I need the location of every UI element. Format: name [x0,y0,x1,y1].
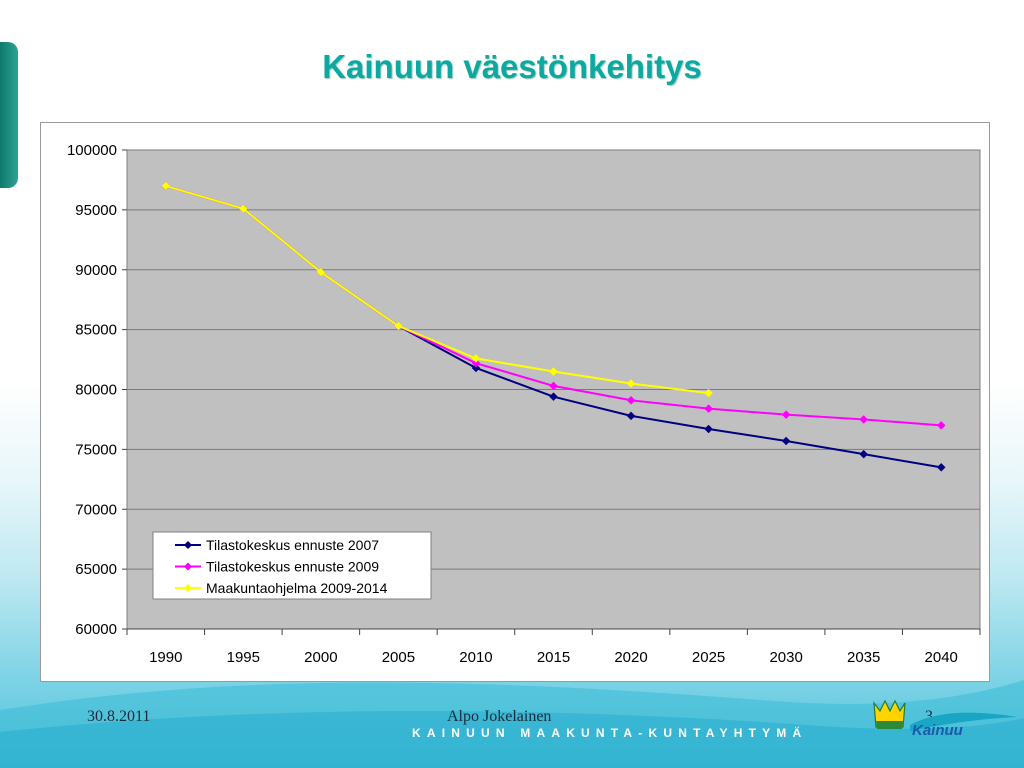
series-line-3 [165,184,709,395]
y-tick-label: 95000 [75,202,117,219]
left-accent-bar [0,42,18,188]
footer-author: Alpo Jokelainen [447,708,552,725]
data-point [471,358,481,368]
x-tick-label: 2025 [692,649,725,666]
data-point [936,421,946,430]
legend-label: Tilastokeskus ennuste 2009 [206,559,379,575]
y-tick-label: 85000 [75,322,117,339]
data-point [626,411,636,421]
x-tick-label: 2035 [847,649,880,666]
y-tick-label: 90000 [75,262,117,279]
x-tick-label: 2030 [769,649,802,666]
legend-label: Tilastokeskus ennuste 2007 [206,537,379,553]
data-point [471,363,481,373]
data-point [704,388,713,398]
kainuu-logo [873,699,1018,731]
data-point [394,321,403,331]
data-point [781,436,791,446]
data-point [316,267,326,277]
page-number: 3 [925,708,933,725]
data-point [936,462,946,472]
legend-marker [184,562,192,571]
data-point [549,392,558,402]
x-tick-label: 2000 [304,649,337,666]
data-point [549,381,558,391]
y-tick-label: 80000 [75,382,117,399]
data-point [471,354,481,363]
x-tick-label: 2005 [382,649,415,666]
slide-title: Kainuun väestönkehitys [322,48,702,85]
y-tick-label: 70000 [75,501,117,518]
data-point [704,424,713,434]
brand-strip: KAINUUN MAAKUNTA-KUNTAYHTYMÄ [412,726,808,740]
data-point [704,404,713,414]
x-tick-label: 1990 [149,649,182,666]
x-tick-label: 2010 [459,649,492,666]
y-tick-label: 100000 [67,142,117,159]
data-point [859,415,869,424]
data-point [238,204,248,214]
logo-text: Kainuu [912,722,963,739]
population-line-chart: 60000 65000 70000 75000 80000 85000 90000 95000… [67,142,981,666]
legend-label: Maakuntaohjelma 2009-2014 [206,580,388,596]
data-point [626,395,636,405]
x-tick-label: 2015 [537,649,570,666]
data-point [781,410,791,420]
x-tick-label: 2040 [925,649,958,666]
legend-marker [184,541,192,549]
footer-swoosh [0,680,1024,768]
y-tick-label: 65000 [75,561,117,578]
legend-marker [184,584,192,592]
data-point [859,449,869,459]
chart-frame: 60000 65000 70000 75000 80000 85000 90000 95000… [40,122,990,682]
x-tick-label: 2020 [614,649,647,666]
x-tick-label: 1995 [227,649,260,666]
y-tick-label: 75000 [75,441,117,458]
y-tick-label: 60000 [75,621,117,638]
data-point [626,379,636,388]
data-point [549,367,558,376]
data-point [161,181,171,191]
footer-date: 30.8.2011 [87,708,151,725]
